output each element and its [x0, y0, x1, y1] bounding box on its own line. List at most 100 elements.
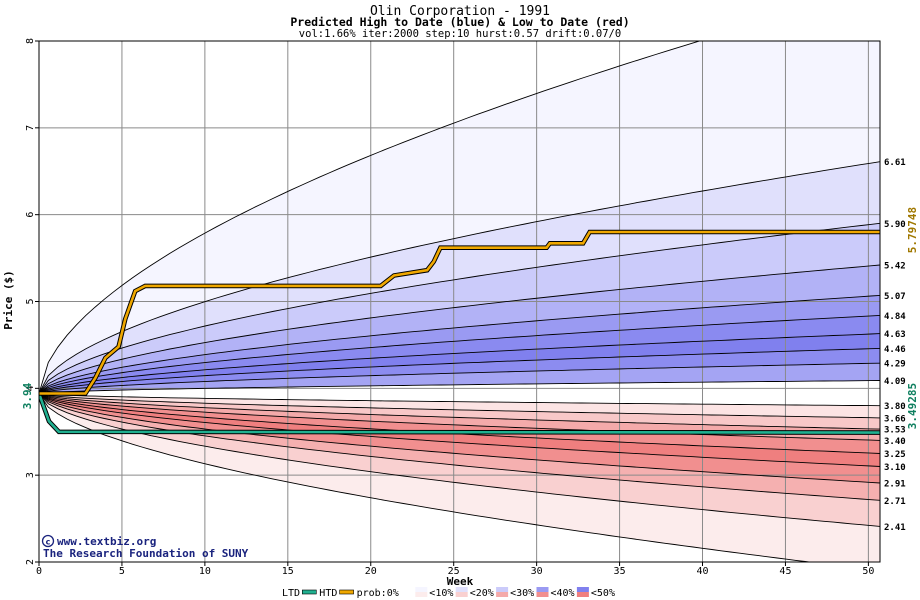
percentile-curve: [39, 393, 880, 484]
plot-area: [38, 40, 881, 563]
legend-prob-label: prob:0%: [357, 588, 399, 599]
legend-htd-label: HTD: [319, 588, 337, 599]
low-band-5: [39, 393, 880, 483]
legend-band-label: <20%: [470, 588, 494, 599]
percentile-label: 3.53: [884, 426, 906, 436]
x-tick-label: 30: [531, 566, 543, 577]
x-axis-label: Week: [447, 575, 474, 588]
high-band-6: [39, 333, 880, 394]
legend-band-swatch-top: [496, 587, 509, 592]
high-band-8: [39, 363, 880, 394]
y-tick-label: 7: [25, 125, 36, 131]
legend-band-swatch-top: [401, 587, 414, 592]
percentile-label: 3.80: [884, 402, 906, 412]
high-band-3: [39, 265, 880, 394]
low-band-4: [39, 393, 880, 467]
percentile-curve: [39, 161, 880, 394]
legend-band-swatch-bottom: [536, 592, 549, 597]
percentile-curve: [39, 393, 880, 441]
x-tick-label: 40: [696, 566, 708, 577]
percentile-curve: [39, 393, 880, 419]
percentile-label: 6.61: [884, 158, 906, 168]
low-band-3: [39, 393, 880, 454]
low-band-0: [39, 393, 880, 418]
legend-band-label: <50%: [591, 588, 615, 599]
legend-band-swatch-bottom: [455, 592, 468, 597]
percentile-label: 4.29: [884, 360, 906, 370]
low-band-7: [39, 393, 880, 527]
percentile-labels: 6.61 5.90 5.42 5.07 4.84 4.63 4.46 4.29 4.09 3.80…: [884, 158, 906, 533]
legend-band-swatch-top: [455, 587, 468, 592]
percentile-label: 4.63: [884, 330, 906, 340]
percentile-curve: [39, 393, 880, 430]
x-axis-ticks: 0 5 10 15 20 25 30 35 40 45 50: [36, 562, 874, 577]
x-tick-label: 45: [779, 566, 791, 577]
percentile-label: 4.46: [884, 345, 906, 355]
percentile-curve: [39, 264, 880, 394]
high-band-4: [39, 295, 880, 394]
percentile-curve: [39, 393, 880, 407]
percentile-label: 2.71: [884, 497, 906, 507]
y-tick-label: 6: [25, 212, 36, 218]
x-tick-label: 25: [448, 566, 460, 577]
htd-final-label: 5.79748: [906, 207, 919, 253]
low-band-6: [39, 393, 880, 501]
median-band: [39, 380, 880, 406]
percentile-curve: [39, 393, 880, 527]
chart-title: Olin Corporation - 1991: [370, 4, 550, 19]
credit-org: The Research Foundation of SUNY: [43, 547, 249, 560]
legend-band-swatch-bottom: [401, 592, 414, 597]
legend-htd-swatch: [339, 589, 354, 595]
percentile-label: 5.07: [884, 292, 906, 302]
percentile-curve: [39, 347, 880, 394]
y-tick-label: 5: [25, 298, 36, 304]
y-axis-ticks: 2 3 4 5 6 7 8: [25, 38, 39, 565]
percentile-label: 2.91: [884, 479, 906, 489]
percentile-curve: [39, 314, 880, 394]
percentile-label: 5.42: [884, 262, 906, 272]
legend-band-swatch-bottom: [415, 592, 428, 597]
percentile-label: 3.40: [884, 437, 906, 447]
credit-url: www.textbiz.org: [57, 535, 156, 548]
legend-band-swatch-top: [415, 587, 428, 592]
high-band-2: [39, 223, 880, 394]
percentile-label: 3.66: [884, 414, 906, 424]
x-tick-label: 10: [199, 566, 211, 577]
percentile-curve: [39, 393, 813, 562]
y-tick-label: 3: [25, 472, 36, 478]
legend-band-swatch-bottom: [496, 592, 509, 597]
y-tick-label: 8: [25, 38, 36, 44]
percentile-curve: [39, 294, 880, 394]
high-band-5: [39, 315, 880, 394]
legend-band-label: <10%: [429, 588, 453, 599]
percentile-curve: [39, 333, 880, 394]
percentile-label: 4.09: [884, 377, 906, 387]
legend-band-swatch-top: [576, 587, 589, 592]
chart-subtitle: Predicted High to Date (blue) & Low to D…: [290, 15, 629, 29]
percentile-label: 4.84: [884, 312, 906, 322]
low-band-8: [39, 393, 880, 562]
legend-band-swatch-bottom: [576, 592, 589, 597]
ltd-final-label: 3.49285: [906, 383, 919, 429]
low-band-1: [39, 393, 880, 430]
plot-content: [39, 41, 880, 562]
low-band-2: [39, 393, 880, 441]
start-price-label: 3.94: [21, 382, 34, 409]
high-band-1: [39, 161, 880, 394]
x-tick-label: 20: [365, 566, 377, 577]
legend-ltd-swatch: [301, 589, 317, 595]
percentile-curve: [39, 222, 880, 394]
y-axis-label: Price ($): [2, 270, 15, 330]
percentile-curve: [39, 362, 880, 394]
y-tick-label: 4: [25, 385, 36, 391]
high-band-0: [39, 41, 880, 394]
y-tick-label: 2: [25, 559, 36, 565]
copyright-icon: [41, 534, 55, 548]
x-tick-label: 15: [282, 566, 294, 577]
x-tick-label: 50: [862, 566, 874, 577]
percentile-curve: [39, 41, 702, 394]
percentile-curve: [39, 393, 880, 467]
credit: c www.textbiz.org The Research Foundatio…: [41, 534, 249, 560]
ltd-line: [39, 393, 880, 434]
